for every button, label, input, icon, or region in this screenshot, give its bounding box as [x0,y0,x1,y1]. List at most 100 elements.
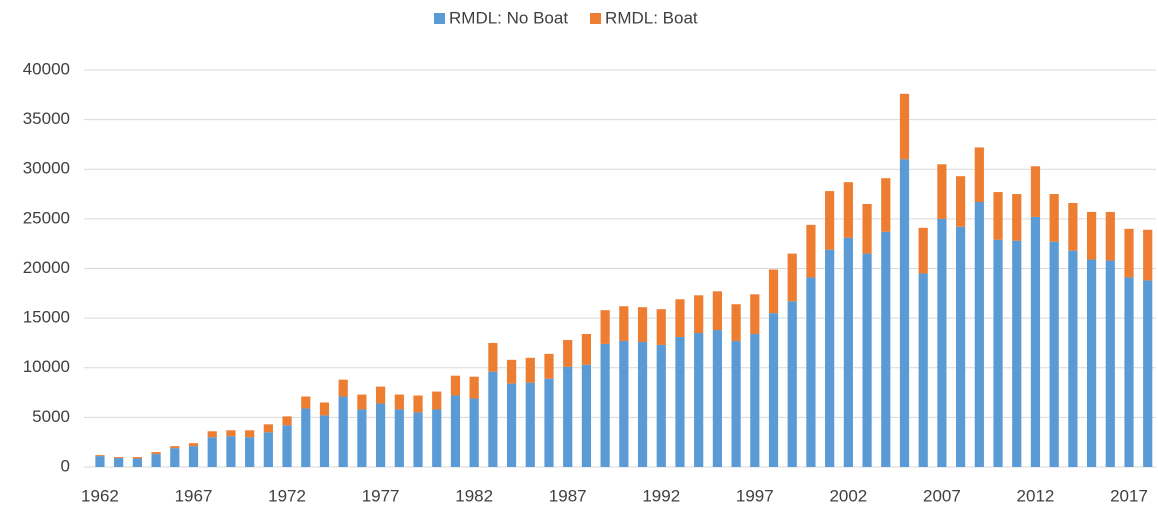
bar-segment [731,340,741,467]
legend-label: RMDL: No Boat [449,8,568,27]
bar-segment [637,341,648,467]
bar-segment [506,383,517,467]
bar-segment [750,294,760,335]
bar-segment [918,273,928,467]
bar-segment [450,395,461,467]
bar-segment [114,457,124,459]
bar-segment [132,457,142,459]
bar-segment [600,310,610,344]
bar-segment [712,330,722,467]
bar-segment [450,375,461,396]
bar-segment [899,159,910,467]
x-tick-label: 2012 [1017,486,1055,505]
bar-segment [394,394,404,410]
x-tick-label: 2007 [923,486,961,505]
bar-segment [993,239,1003,467]
x-tick-label: 1977 [362,486,400,505]
y-tick-label: 0 [61,456,70,475]
bar-segment [525,357,535,383]
bar-segment [600,343,610,467]
bar-segment [656,309,666,345]
bar-segment [95,456,105,467]
x-tick-label: 1992 [642,486,680,505]
bar-segment [1030,216,1041,467]
bar-segment [881,178,891,232]
bar-segment [825,191,835,250]
bar-segment [712,291,722,331]
bar-segment [319,402,330,416]
bar-segment [301,408,311,467]
bar-segment [656,344,666,467]
bar-segment [207,431,217,438]
bar-segment [1143,280,1153,467]
bar-segment [768,269,779,314]
bar-segment [394,409,404,467]
bar-segment [862,203,872,254]
bar-segment [544,353,554,379]
bar-segment [525,382,535,467]
x-tick-label: 1962 [81,486,119,505]
bar-segment [263,432,273,467]
y-tick-label: 20000 [23,258,70,277]
bar-segment [488,342,498,372]
bar-segment [170,448,180,467]
bar-segment [843,237,853,467]
bar-segment [132,458,142,467]
bar-segment [974,202,984,467]
bar-segment [357,409,367,467]
bar-segment [151,454,161,467]
bar-segment [731,304,741,341]
bar-segment [581,364,592,467]
bar-segment [862,253,872,467]
bar-segment [319,415,330,467]
bar-segment [506,359,517,384]
bar-segment [207,437,217,467]
bar-segment [282,425,292,467]
bar-segment [1105,211,1115,261]
bar-segment [881,231,891,467]
bar-segment [694,295,704,334]
y-tick-label: 10000 [23,357,70,376]
bar-segment [301,396,311,409]
y-tick-label: 15000 [23,308,70,327]
bar-segment [768,313,779,467]
bar-segment [95,455,105,457]
bar-segment [581,334,592,365]
bar-segment [806,277,816,467]
bar-segment [825,249,835,467]
bar-segment [282,416,292,426]
bar-segment [413,395,423,413]
bar-segment [413,412,423,467]
bar-segment [338,396,348,467]
bar-segment [151,452,161,455]
bar-segment [469,376,479,399]
bar-segment [1124,277,1134,467]
bar-segment [188,443,199,447]
bar-segment [993,192,1003,240]
x-tick-label: 1987 [549,486,587,505]
bar-segment [1105,260,1115,467]
bar-segment [1086,211,1097,260]
bar-segment [974,147,984,203]
bar-segment [675,336,685,467]
bar-segment [1086,259,1097,467]
bar-segment [544,378,554,467]
bar-segment [675,299,685,337]
bar-segment [376,386,386,404]
bar-segment [787,253,797,302]
bar-segment [787,301,797,467]
bar-segment [170,446,180,449]
bar-segment [245,437,255,467]
bar-segment [376,403,386,467]
x-tick-label: 1972 [268,486,306,505]
y-tick-label: 30000 [23,159,70,178]
bar-segment [956,176,966,227]
bar-segment [1143,229,1153,281]
legend-swatch [434,13,445,24]
bar-segment [1012,194,1022,241]
bar-segment [432,391,442,410]
y-tick-label: 40000 [23,59,70,78]
bar-segment [432,409,442,467]
